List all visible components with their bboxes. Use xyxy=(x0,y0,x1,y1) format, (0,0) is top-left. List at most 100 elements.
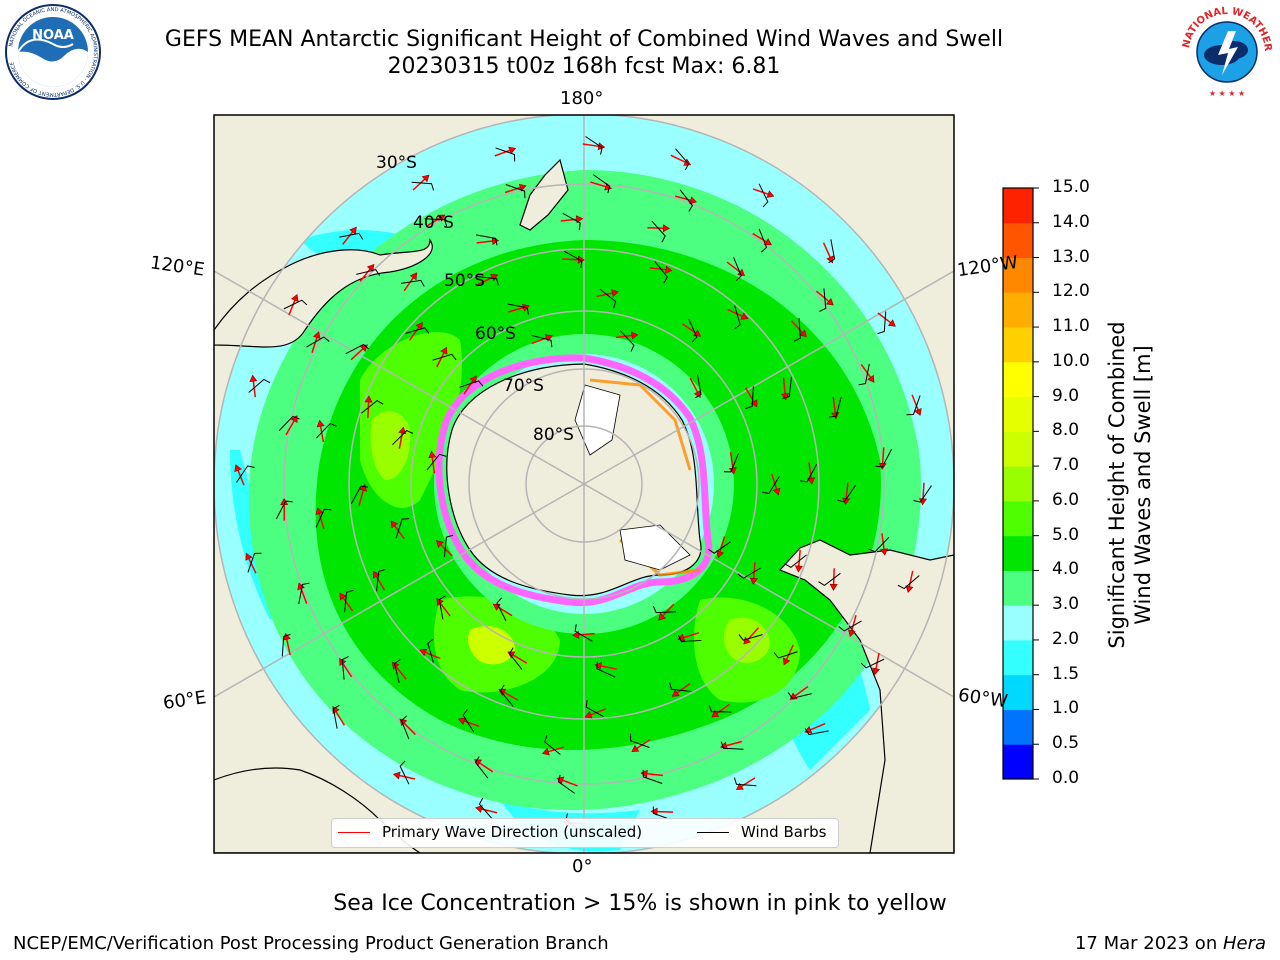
wave-direction-arrow xyxy=(790,320,803,333)
wave-direction-arrow xyxy=(851,615,857,631)
wave-direction-arrowhead xyxy=(766,190,775,198)
wave-direction-arrow xyxy=(752,188,769,195)
wave-direction-arrow xyxy=(494,149,511,157)
colorbar-segment xyxy=(1003,674,1033,710)
wave-direction-arrowhead xyxy=(905,585,914,593)
wave-direction-arrow xyxy=(300,588,308,604)
map-frame xyxy=(213,114,955,854)
wave-direction-arrow xyxy=(479,762,494,773)
wave-direction-arrowhead xyxy=(457,717,466,725)
wave-direction-arrowhead xyxy=(594,662,602,670)
wind-barb xyxy=(737,567,761,579)
wind-barb xyxy=(629,733,650,748)
colorbar-title: Significant Height of Combined Wind Wave… xyxy=(1105,321,1155,649)
wave-direction-arrow xyxy=(562,258,579,261)
wave-direction-arrowhead xyxy=(829,583,838,591)
wind-barb xyxy=(619,330,635,352)
wind-barb xyxy=(474,756,489,779)
wind-barb xyxy=(720,741,744,750)
wind-barb xyxy=(495,147,516,162)
colorbar-tick-label: 11.0 xyxy=(1052,316,1090,337)
wave-direction-arrow xyxy=(463,720,480,728)
wave-direction-arrow xyxy=(439,602,451,617)
wind-barb xyxy=(585,700,604,718)
wave-direction-arrow xyxy=(810,722,826,731)
wave-direction-arrow xyxy=(562,779,578,787)
colorbar-tick-label: 1.0 xyxy=(1052,698,1080,719)
wind-barb xyxy=(427,638,434,663)
wind-barb xyxy=(688,318,698,343)
wave-direction-arrowhead xyxy=(440,346,448,355)
lat-label-80s: 80°S xyxy=(533,425,574,445)
wind-barb xyxy=(278,415,300,432)
wind-barb xyxy=(562,212,581,231)
wave-direction-arrow xyxy=(425,651,441,660)
wind-barb xyxy=(315,508,332,528)
wave-direction-arrow xyxy=(237,470,245,486)
colorbar-tick-label: 2.0 xyxy=(1052,628,1080,649)
wind-barb xyxy=(675,148,690,171)
wind-barb xyxy=(642,769,663,784)
wave-direction-arrow xyxy=(600,665,617,670)
lat-label-40s: 40°S xyxy=(413,213,454,233)
wave-direction-arrowhead xyxy=(671,689,680,697)
wave-direction-arrow xyxy=(497,606,513,617)
wind-barb xyxy=(236,465,255,483)
wave-direction-arrow xyxy=(911,394,919,411)
wave-direction-arrow xyxy=(922,482,925,499)
wave-direction-arrow xyxy=(288,299,296,316)
colorbar-segment xyxy=(1003,605,1033,641)
producer-credit: NCEP/EMC/Verification Post Processing Pr… xyxy=(13,933,609,954)
colorbar-segment xyxy=(1003,431,1033,467)
colorbar-segment xyxy=(1003,257,1033,293)
wave-direction-arrow xyxy=(319,426,325,443)
colorbar-tick-label: 10.0 xyxy=(1052,350,1090,371)
colorbar-segment xyxy=(1003,188,1033,224)
wave-direction-arrowhead xyxy=(339,592,347,601)
wave-direction-arrowhead xyxy=(577,255,585,264)
wave-direction-arrowhead xyxy=(282,632,291,641)
wave-direction-arrow xyxy=(395,666,407,680)
wave-direction-arrow xyxy=(399,774,416,780)
wave-direction-arrowhead xyxy=(887,319,896,327)
wave-direction-arrow xyxy=(875,652,880,669)
wind-barb xyxy=(677,635,702,643)
wave-direction-arrowhead xyxy=(825,297,834,306)
map-legend: Primary Wave Direction (unscaled) Wind B… xyxy=(331,818,839,848)
wave-direction-arrowhead xyxy=(372,570,380,579)
wave-direction-arrow xyxy=(590,708,606,716)
wave-direction-arrow xyxy=(342,231,354,245)
wave-direction-arrowhead xyxy=(234,464,242,473)
wind-barb xyxy=(574,624,593,642)
wind-barb xyxy=(345,343,370,355)
wave-direction-arrow xyxy=(285,420,295,436)
lon-label-0: 0° xyxy=(572,856,593,877)
wave-direction-arrow xyxy=(726,261,741,273)
wave-direction-arrow xyxy=(881,447,885,464)
wind-barb xyxy=(585,136,603,155)
wave-direction-arrowhead xyxy=(799,329,807,338)
wave-direction-arrow xyxy=(881,533,885,550)
wave-direction-arrowhead xyxy=(390,520,399,529)
colorbar-tick-label: 5.0 xyxy=(1052,524,1080,545)
wind-barb xyxy=(784,554,807,568)
wind-barb xyxy=(275,500,293,520)
wind-barb xyxy=(652,606,677,614)
wind-barb xyxy=(782,376,792,399)
wave-direction-arrow xyxy=(729,452,734,469)
wave-direction-arrow xyxy=(615,334,632,339)
wind-barb xyxy=(339,232,364,240)
wave-direction-arrowhead xyxy=(872,667,880,676)
nws-logo: NATIONAL WEATHER SERVICE ★ ★ ★ ★ xyxy=(1178,3,1273,98)
wave-direction-arrow xyxy=(860,363,872,378)
wave-direction-arrow xyxy=(477,276,493,286)
wave-direction-arrowhead xyxy=(665,265,673,274)
wave-direction-arrowhead xyxy=(763,238,772,246)
wind-barb xyxy=(773,651,798,659)
lat-label-60s: 60°S xyxy=(475,324,516,344)
legend-wave-direction: Primary Wave Direction (unscaled) xyxy=(338,823,642,841)
wind-barb xyxy=(745,386,754,409)
wave-direction-arrow xyxy=(845,482,849,499)
wave-direction-arrowhead xyxy=(750,399,758,408)
wave-direction-arrow xyxy=(681,323,697,334)
